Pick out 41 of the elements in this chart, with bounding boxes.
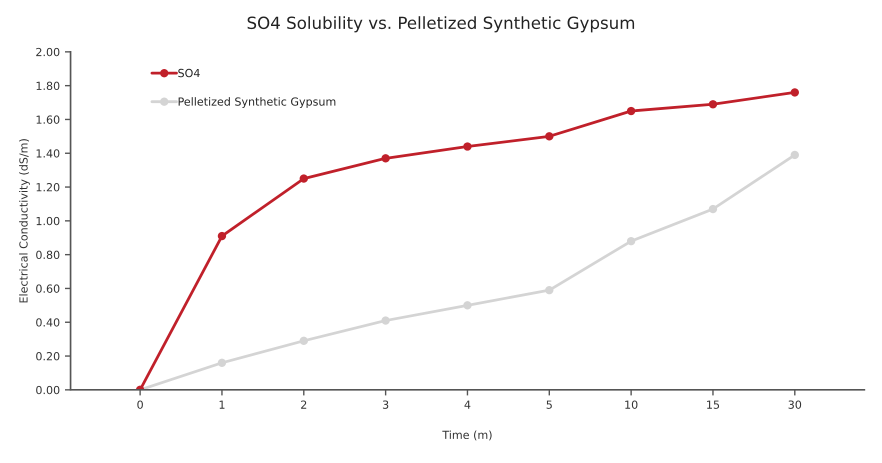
y-tick-label: 1.80 [36, 82, 60, 90]
point [218, 358, 226, 367]
x-tick-label: 3 [382, 400, 388, 409]
y-tick-label: 1.20 [36, 183, 60, 192]
point [790, 150, 799, 160]
x-tick-label: 2 [301, 400, 306, 409]
chart-title: SO4 Solubility vs. Pelletized Synthetic Gypsum [248, 16, 634, 32]
point [300, 174, 308, 183]
point [708, 100, 718, 108]
point [218, 232, 226, 240]
y-tick-label: 2.00 [36, 48, 60, 56]
point [708, 204, 718, 214]
x-axis-title: Time (m) [442, 430, 492, 440]
point [626, 106, 636, 116]
point [545, 286, 554, 294]
y-tick-label: 0.40 [36, 318, 60, 327]
y-tick-label: 0.60 [36, 284, 60, 293]
y-tick-label: 1.00 [36, 216, 60, 226]
point [300, 336, 308, 346]
legend-label: SO4 [178, 68, 200, 78]
y-tick-label: 1.60 [36, 115, 60, 124]
x-tick-label: 15 [707, 400, 720, 409]
point [790, 88, 799, 97]
point [463, 301, 472, 310]
y-tick-label: 0.00 [36, 386, 60, 394]
x-tick-label: 1 [220, 400, 224, 409]
x-tick-label: 0 [137, 400, 143, 409]
y-tick-label: 1.40 [36, 149, 60, 158]
y-tick-label: 0.20 [36, 352, 60, 360]
x-tick-label: 5 [546, 400, 552, 409]
point [381, 316, 390, 325]
y-axis-title: Electrical Conductivity (dS/m) [19, 139, 30, 302]
legend-label: Pelletized Synthetic Gypsum [178, 97, 336, 108]
point [381, 154, 390, 162]
x-tick-label: 4 [464, 400, 470, 409]
point [545, 132, 554, 141]
point [626, 236, 636, 246]
y-tick-label: 0.80 [36, 250, 60, 260]
point [463, 142, 472, 151]
x-tick-label: 30 [788, 400, 802, 409]
x-tick-label: 10 [625, 400, 638, 409]
